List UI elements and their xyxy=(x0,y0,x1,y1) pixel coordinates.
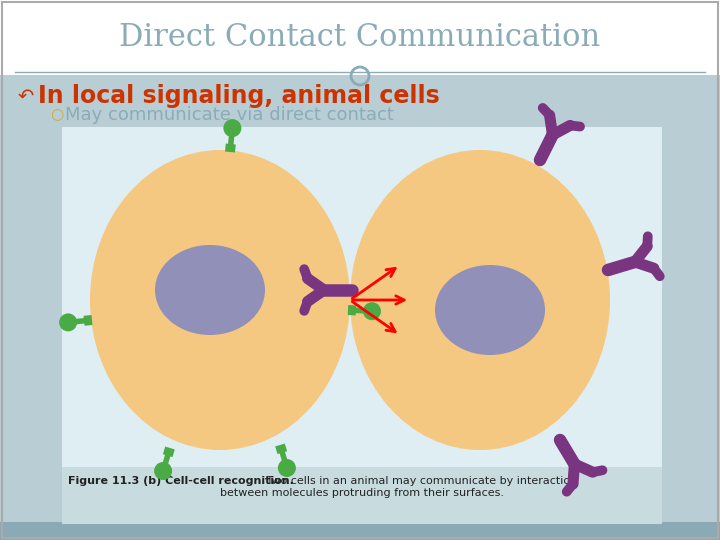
Ellipse shape xyxy=(350,150,610,450)
Text: In local signaling, animal cells: In local signaling, animal cells xyxy=(38,84,440,108)
Circle shape xyxy=(223,119,241,137)
Polygon shape xyxy=(84,315,92,326)
Polygon shape xyxy=(225,144,235,152)
Text: May communicate via direct contact: May communicate via direct contact xyxy=(65,106,394,124)
Bar xyxy=(62,127,662,467)
Circle shape xyxy=(363,302,381,320)
Text: Direct Contact Communication: Direct Contact Communication xyxy=(120,23,600,53)
Bar xyxy=(0,75,720,540)
Text: ↶: ↶ xyxy=(18,86,35,105)
Ellipse shape xyxy=(155,245,265,335)
Polygon shape xyxy=(275,443,287,454)
Circle shape xyxy=(59,313,77,332)
Ellipse shape xyxy=(90,150,350,450)
Bar xyxy=(62,467,662,524)
Text: Two cells in an animal may communicate by interaction: Two cells in an animal may communicate b… xyxy=(263,476,577,486)
Text: ○: ○ xyxy=(50,107,63,123)
Text: Figure 11.3 (b) Cell-cell recognition.: Figure 11.3 (b) Cell-cell recognition. xyxy=(68,476,294,486)
Polygon shape xyxy=(163,447,175,457)
Polygon shape xyxy=(348,305,356,315)
Bar xyxy=(0,0,720,75)
Circle shape xyxy=(278,459,296,477)
Ellipse shape xyxy=(435,265,545,355)
Circle shape xyxy=(154,462,172,480)
Text: between molecules protruding from their surfaces.: between molecules protruding from their … xyxy=(220,488,504,498)
Bar xyxy=(0,522,720,540)
